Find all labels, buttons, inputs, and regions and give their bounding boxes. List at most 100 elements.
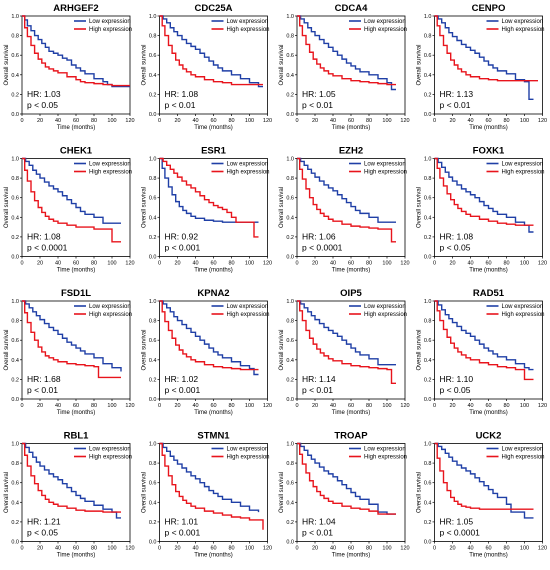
x-tick-label: 40 [192, 118, 198, 124]
x-tick-label: 80 [366, 261, 372, 267]
x-tick-label: 120 [538, 261, 547, 267]
y-tick-label: 0.6 [286, 481, 294, 487]
p-value: p < 0.01 [165, 100, 196, 110]
x-axis-label: Time (months) [332, 410, 370, 416]
y-tick-label: 1.0 [286, 299, 294, 305]
panel-title: STMN1 [197, 431, 230, 442]
p-value: p < 0.01 [302, 385, 333, 395]
y-tick-label: 0.4 [424, 500, 432, 506]
x-tick-label: 20 [312, 261, 318, 267]
y-tick-label: 0.0 [11, 255, 19, 261]
x-tick-label: 20 [37, 546, 43, 552]
y-axis-label: Overall survival [4, 187, 10, 228]
km-panel: UCK2 0 20 40 60 80 100 120 0.0 0.2 0.4 0.6 0.8 1.0 Tim… [417, 431, 548, 559]
x-tick-label: 20 [37, 261, 43, 267]
x-tick-label: 60 [73, 118, 79, 124]
x-tick-label: 60 [210, 261, 216, 267]
x-tick-label: 20 [449, 546, 455, 552]
low-expression-curve [297, 300, 396, 366]
y-axis-label: Overall survival [142, 472, 148, 513]
y-tick-label: 0.0 [11, 397, 19, 403]
legend-label: Low expression [502, 19, 544, 25]
p-value: p < 0.05 [440, 243, 471, 253]
panel-title: RAD51 [473, 288, 505, 299]
y-tick-label: 0.6 [149, 338, 157, 344]
x-axis-label: Time (months) [469, 553, 507, 559]
legend-label: Low expression [364, 19, 406, 25]
y-tick-label: 0.2 [149, 520, 157, 526]
x-tick-label: 40 [192, 261, 198, 267]
high-expression-curve [22, 300, 121, 379]
x-tick-label: 40 [55, 546, 61, 552]
legend-label: Low expression [89, 162, 131, 168]
legend-label: Low expression [364, 304, 406, 310]
low-expression-curve [297, 157, 396, 223]
y-tick-label: 0.0 [424, 540, 432, 546]
legend-label: High expression [502, 170, 545, 176]
panel-title: UCK2 [476, 431, 502, 442]
y-tick-label: 1.0 [286, 157, 294, 163]
y-tick-label: 0.4 [424, 215, 432, 221]
legend-label: High expression [502, 27, 545, 33]
y-tick-label: 1.0 [11, 442, 19, 448]
y-tick-label: 0.2 [11, 520, 19, 526]
x-tick-label: 100 [107, 118, 116, 124]
km-panel: OIP5 0 20 40 60 80 100 120 0.0 0.2 0.4 0.6 0.8 1.0 Tim… [279, 288, 410, 416]
x-tick-label: 0 [295, 118, 298, 124]
y-tick-label: 0.0 [424, 397, 432, 403]
high-expression-curve [22, 442, 121, 513]
y-tick-label: 0.8 [424, 34, 432, 40]
y-tick-label: 0.0 [424, 112, 432, 118]
y-tick-label: 0.0 [11, 540, 19, 546]
x-tick-label: 100 [382, 261, 391, 267]
x-tick-label: 40 [467, 403, 473, 409]
legend-label: Low expression [89, 19, 131, 25]
x-tick-label: 100 [107, 546, 116, 552]
km-panel: STMN1 0 20 40 60 80 100 120 0.0 0.2 0.4 0.6 0.8 1.0 Ti… [142, 431, 273, 559]
x-tick-label: 120 [125, 403, 134, 409]
hazard-ratio: HR: 1.02 [165, 374, 199, 384]
y-tick-label: 0.2 [286, 92, 294, 98]
high-expression-curve [297, 442, 396, 515]
km-panel: KPNA2 0 20 40 60 80 100 120 0.0 0.2 0.4 0.6 0.8 1.0 Ti… [142, 288, 273, 416]
y-axis-label: Overall survival [417, 329, 423, 370]
hazard-ratio: HR: 1.13 [440, 89, 474, 99]
x-tick-label: 120 [125, 546, 134, 552]
y-tick-label: 1.0 [149, 442, 157, 448]
panel-title: FSD1L [61, 288, 91, 299]
y-tick-label: 0.8 [286, 319, 294, 325]
y-tick-label: 0.4 [286, 215, 294, 221]
x-axis-label: Time (months) [332, 553, 370, 559]
x-tick-label: 100 [245, 403, 254, 409]
x-tick-label: 100 [107, 261, 116, 267]
low-expression-curve [434, 157, 534, 233]
x-tick-label: 60 [485, 546, 491, 552]
x-tick-label: 60 [73, 261, 79, 267]
x-axis-label: Time (months) [194, 553, 232, 559]
panel-title: OIP5 [340, 288, 362, 299]
y-tick-label: 0.2 [11, 92, 19, 98]
y-tick-label: 0.0 [286, 255, 294, 261]
p-value: p < 0.0001 [440, 528, 481, 538]
y-tick-label: 0.8 [286, 176, 294, 182]
x-tick-label: 80 [366, 403, 372, 409]
x-tick-label: 120 [400, 118, 409, 124]
km-panel: EZH2 0 20 40 60 80 100 120 0.0 0.2 0.4 0.6 0.8 1.0 Tim… [279, 146, 410, 274]
x-tick-label: 80 [91, 403, 97, 409]
km-panel: RBL1 0 20 40 60 80 100 120 0.0 0.2 0.4 0.6 0.8 1.0 Tim… [4, 431, 135, 559]
x-tick-label: 0 [295, 261, 298, 267]
high-expression-curve [297, 300, 396, 385]
legend-label: Low expression [227, 19, 269, 25]
high-expression-curve [434, 15, 538, 82]
y-tick-label: 1.0 [286, 14, 294, 20]
y-tick-label: 0.0 [149, 397, 157, 403]
y-axis-label: Overall survival [142, 329, 148, 370]
high-expression-curve [22, 15, 130, 87]
y-tick-label: 0.2 [424, 377, 432, 383]
x-tick-label: 0 [20, 261, 23, 267]
y-tick-label: 1.0 [424, 157, 432, 163]
x-tick-label: 20 [174, 261, 180, 267]
x-axis-label: Time (months) [57, 268, 95, 274]
y-tick-label: 0.2 [424, 235, 432, 241]
x-tick-label: 120 [400, 546, 409, 552]
